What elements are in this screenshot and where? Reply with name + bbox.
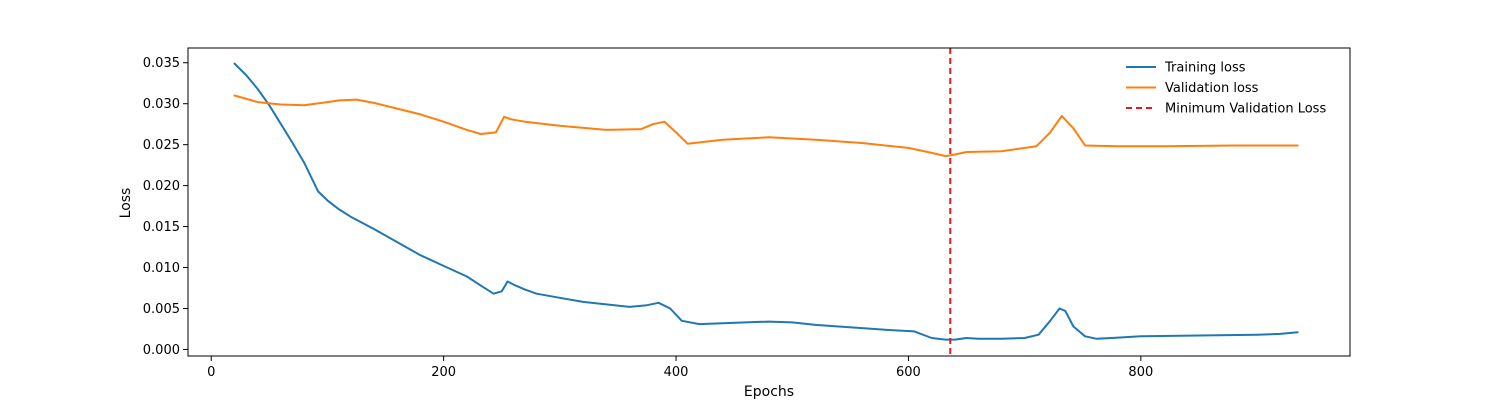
- validation-loss-line: [233, 94, 1299, 158]
- x-tick-label: 400: [664, 365, 689, 380]
- training-loss-line: [233, 62, 1299, 341]
- y-tick-label: 0.020: [143, 179, 180, 194]
- legend-label: Training loss: [1164, 61, 1246, 76]
- x-tick-label: 600: [896, 365, 921, 380]
- x-axis-ticks: 0 200 400 600 800: [207, 356, 1153, 380]
- legend: Training loss Validation loss Minimum Vali…: [1126, 61, 1326, 117]
- y-tick-label: 0.025: [143, 138, 180, 153]
- plot-frame: [187, 47, 1351, 357]
- y-tick-label: 0.005: [143, 302, 180, 317]
- y-axis-title: Loss: [118, 188, 134, 219]
- y-tick-label: 0.000: [143, 343, 180, 358]
- x-tick-label: 200: [431, 365, 456, 380]
- y-axis-ticks: 0.000 0.005 0.010 0.015 0.020 0.025 0.030 0.035: [143, 56, 188, 358]
- legend-label: Minimum Validation Loss: [1165, 102, 1326, 117]
- y-tick-label: 0.035: [143, 56, 180, 71]
- x-tick-label: 800: [1128, 365, 1153, 380]
- legend-item-training-loss: Training loss: [1126, 61, 1246, 76]
- legend-item-minimum-validation-loss: Minimum Validation Loss: [1126, 102, 1326, 117]
- plot-layer: [233, 48, 1299, 356]
- legend-label: Validation loss: [1165, 81, 1259, 96]
- x-axis-title: Epochs: [744, 384, 794, 400]
- y-tick-label: 0.015: [143, 220, 180, 235]
- x-tick-label: 0: [207, 365, 215, 380]
- y-tick-label: 0.030: [143, 97, 180, 112]
- legend-item-validation-loss: Validation loss: [1126, 81, 1259, 96]
- y-tick-label: 0.010: [143, 261, 180, 276]
